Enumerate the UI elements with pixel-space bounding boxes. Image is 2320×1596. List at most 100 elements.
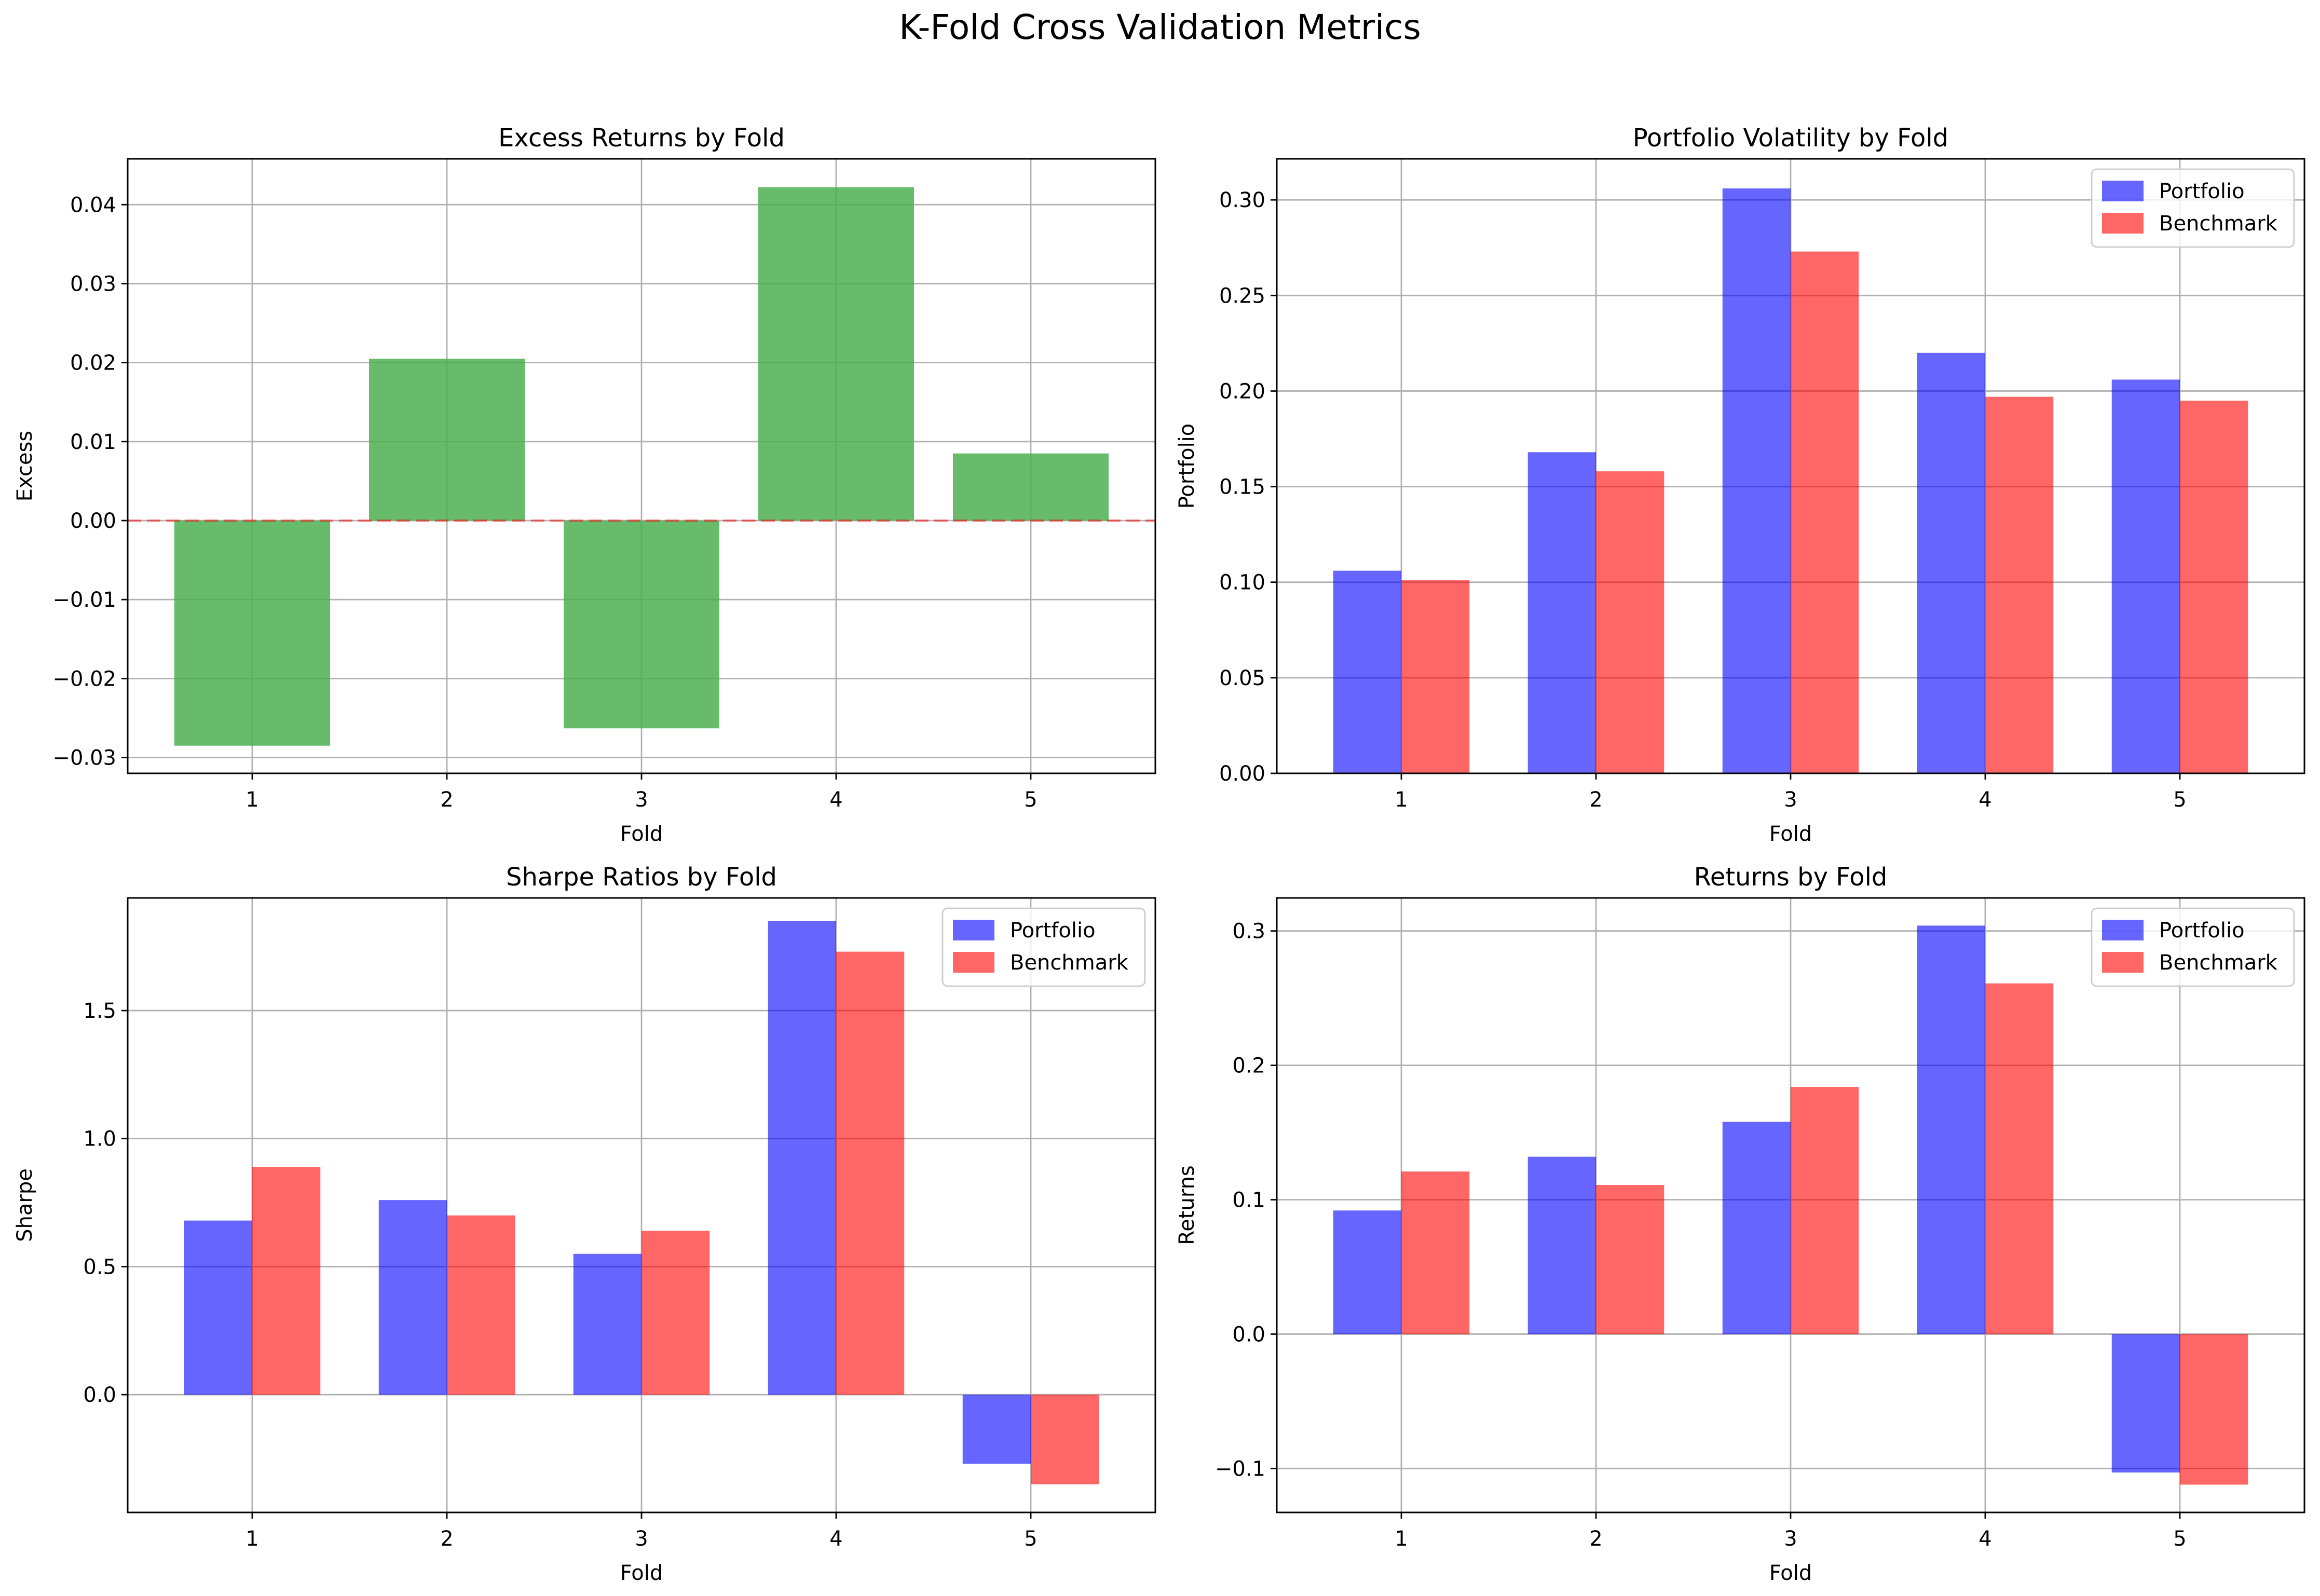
y-tick-label: −0.1 — [1215, 1457, 1265, 1481]
benchmark-bar-fold-3 — [1791, 1087, 1859, 1334]
y-tick-label: 0.03 — [70, 272, 116, 296]
portfolio-bar-fold-3 — [573, 1253, 642, 1395]
x-tick-label: 4 — [1978, 788, 1991, 812]
portfolio-legend-label: Portfolio — [2159, 919, 2245, 943]
portfolio-bar-fold-1 — [1333, 1210, 1401, 1334]
portfolio-legend-label: Portfolio — [1010, 919, 1096, 943]
y-tick-label: 0.00 — [1219, 762, 1265, 786]
y-tick-label: 0.04 — [70, 193, 116, 217]
x-tick-label: 2 — [440, 788, 453, 812]
y-tick-label: 0.02 — [70, 351, 116, 375]
y-tick-label: 0.1 — [1232, 1189, 1265, 1212]
plot-frame — [127, 158, 1156, 774]
portfolio-bar-fold-5 — [2111, 1334, 2180, 1473]
x-tick-label: 1 — [1395, 1527, 1408, 1551]
plot-frame — [1276, 897, 2305, 1513]
x-tick-label: 2 — [1589, 788, 1602, 812]
x-tick-label: 5 — [1024, 788, 1037, 812]
portfolio-legend-swatch — [2102, 920, 2144, 940]
x-axis-label: Fold — [1769, 1561, 1812, 1585]
y-tick-label: 0.5 — [83, 1255, 116, 1279]
portfolio-bar-fold-1 — [1333, 570, 1401, 773]
y-tick-label: −0.03 — [52, 746, 116, 770]
portfolio-bar-fold-4 — [1917, 352, 1985, 773]
y-tick-label: −0.02 — [52, 667, 116, 691]
y-tick-label: 1.5 — [83, 999, 116, 1023]
portfolio-legend-label: Portfolio — [2159, 180, 2245, 203]
legend: Portfolio Benchmark — [941, 907, 1146, 987]
plot-frame — [1276, 158, 2305, 774]
x-tick-label: 3 — [635, 788, 648, 812]
bar-fold-1 — [174, 521, 330, 746]
benchmark-legend-swatch — [2102, 213, 2144, 234]
plot-frame — [127, 897, 1156, 1513]
portfolio-legend-swatch — [953, 920, 994, 940]
bar-fold-4 — [758, 187, 914, 521]
chart-panel-4: −0.1 0.0 0.1 0.2 0.3 1 2 3 4 5 Portfolio Benchmark R… — [1175, 863, 2305, 1585]
x-tick-label: 4 — [829, 788, 842, 812]
benchmark-legend-label: Benchmark — [2159, 951, 2278, 975]
benchmark-legend-swatch — [2102, 952, 2144, 973]
benchmark-bar-fold-2 — [1596, 471, 1664, 773]
benchmark-bar-fold-4 — [836, 951, 905, 1395]
y-tick-label: 0.15 — [1219, 475, 1265, 499]
chart-panel-2: 0.00 0.05 0.10 0.15 0.20 0.25 0.30 1 2 3 4 5 Portfol… — [1175, 124, 2305, 846]
benchmark-bar-fold-1 — [1401, 1171, 1470, 1334]
benchmark-bar-fold-4 — [1985, 983, 2054, 1334]
bar-fold-3 — [564, 521, 719, 729]
benchmark-legend-label: Benchmark — [1010, 951, 1129, 975]
benchmark-bar-fold-3 — [1791, 251, 1859, 773]
y-axis-label: Returns — [1175, 1165, 1199, 1245]
y-axis-label: Sharpe — [13, 1168, 37, 1242]
y-tick-label: −0.01 — [52, 588, 116, 612]
x-tick-label: 5 — [1024, 1527, 1037, 1551]
portfolio-legend-swatch — [2102, 181, 2144, 201]
y-tick-label: 0.00 — [70, 509, 116, 533]
x-tick-label: 4 — [1978, 1527, 1991, 1551]
portfolio-bar-fold-4 — [768, 921, 836, 1395]
benchmark-bar-fold-5 — [1031, 1395, 1099, 1484]
x-axis-label: Fold — [620, 822, 663, 846]
chart-title: Sharpe Ratios by Fold — [506, 863, 777, 892]
bar-fold-5 — [953, 453, 1109, 521]
x-tick-label: 3 — [1784, 788, 1797, 812]
chart-panel-1: −0.03 −0.02 −0.01 0.00 0.01 0.02 0.03 0.04 1 2 3 4 5… — [13, 124, 1156, 846]
x-tick-label: 4 — [829, 1527, 842, 1551]
x-axis-label: Fold — [620, 1561, 663, 1585]
portfolio-bar-fold-4 — [1917, 925, 1985, 1334]
benchmark-bar-fold-5 — [2180, 400, 2248, 773]
y-axis-label: Excess — [13, 431, 37, 502]
portfolio-bar-fold-2 — [1527, 1156, 1596, 1334]
x-tick-label: 3 — [1784, 1527, 1797, 1551]
benchmark-bar-fold-3 — [642, 1231, 710, 1395]
benchmark-bar-fold-2 — [447, 1215, 515, 1395]
chart-panel-3: 0.0 0.5 1.0 1.5 1 2 3 4 5 Portfolio Benchmark Sharp… — [13, 863, 1156, 1585]
chart-title: Portfolio Volatility by Fold — [1633, 124, 1948, 153]
y-tick-label: 0.20 — [1219, 379, 1265, 403]
x-tick-label: 2 — [440, 1527, 453, 1551]
portfolio-bar-fold-3 — [1722, 188, 1791, 774]
x-tick-label: 1 — [1395, 788, 1408, 812]
legend: Portfolio Benchmark — [2091, 168, 2295, 248]
x-tick-label: 5 — [2173, 788, 2186, 812]
portfolio-bar-fold-2 — [1527, 452, 1596, 773]
benchmark-legend-label: Benchmark — [2159, 212, 2278, 236]
benchmark-bar-fold-1 — [252, 1167, 321, 1395]
x-tick-label: 2 — [1589, 1527, 1602, 1551]
portfolio-bar-fold-3 — [1722, 1122, 1791, 1334]
y-tick-label: 0.3 — [1232, 920, 1265, 944]
chart-title: Excess Returns by Fold — [498, 124, 785, 153]
x-tick-label: 3 — [635, 1527, 648, 1551]
y-tick-label: 0.01 — [70, 430, 116, 454]
portfolio-bar-fold-2 — [378, 1200, 447, 1395]
benchmark-legend-swatch — [953, 952, 994, 973]
x-tick-label: 1 — [245, 788, 258, 812]
y-tick-label: 0.0 — [1232, 1322, 1265, 1346]
figure-title: K-Fold Cross Validation Metrics — [899, 7, 1421, 47]
benchmark-bar-fold-5 — [2180, 1334, 2248, 1485]
x-tick-label: 5 — [2173, 1527, 2186, 1551]
benchmark-bar-fold-1 — [1401, 580, 1470, 773]
legend: Portfolio Benchmark — [2091, 907, 2295, 987]
x-tick-label: 1 — [245, 1527, 258, 1551]
